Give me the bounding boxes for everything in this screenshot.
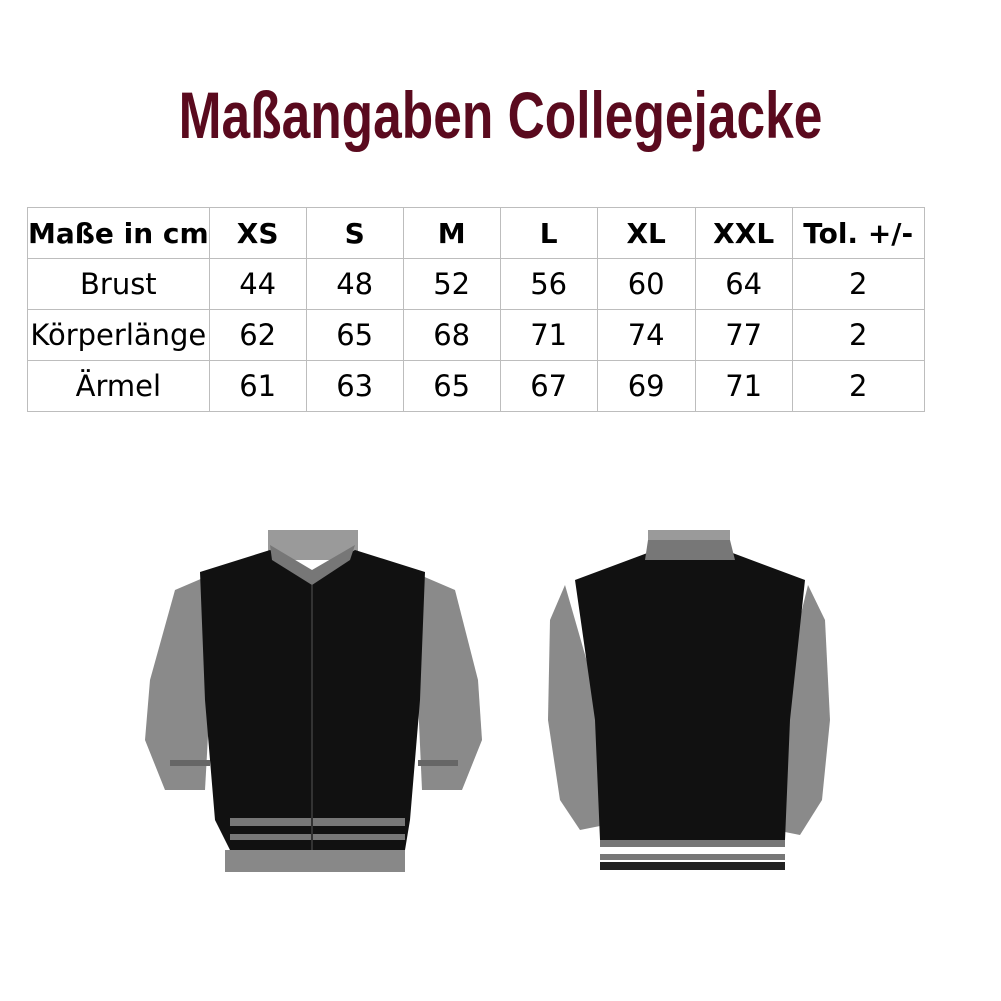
table-cell: 71 (499, 309, 598, 361)
jacket-photos (145, 530, 830, 872)
table-cell: 64 (694, 258, 793, 310)
table-cell: 56 (499, 258, 598, 310)
header-cell: XL (596, 207, 696, 259)
table-cell: 2 (791, 258, 925, 310)
row-label: Körperlänge (27, 309, 210, 361)
table-cell: 71 (694, 360, 793, 412)
table-cell: 44 (208, 258, 307, 310)
table-row: Ärmel 61 63 65 67 69 71 2 (27, 360, 925, 412)
table-cell: 52 (402, 258, 501, 310)
table-row: Brust 44 48 52 56 60 64 2 (27, 258, 925, 310)
jacket-front-image (145, 530, 482, 872)
page-title: Maßangaben Collegejacke (178, 78, 823, 152)
table-cell: 48 (305, 258, 404, 310)
table-cell: 69 (596, 360, 696, 412)
header-cell: M (402, 207, 501, 259)
table-header-row: Maße in cm XS S M L XL XXL Tol. +/- (27, 207, 925, 259)
header-cell: L (499, 207, 598, 259)
header-cell: S (305, 207, 404, 259)
row-label: Ärmel (27, 360, 210, 412)
header-cell: Maße in cm (27, 207, 210, 259)
table-cell: 62 (208, 309, 307, 361)
table-cell: 67 (499, 360, 598, 412)
table-cell: 2 (791, 309, 925, 361)
header-cell: XS (208, 207, 307, 259)
table-cell: 77 (694, 309, 793, 361)
jacket-back-image (548, 530, 830, 870)
row-label: Brust (27, 258, 210, 310)
table-cell: 2 (791, 360, 925, 412)
table-row: Körperlänge 62 65 68 71 74 77 2 (27, 309, 925, 361)
header-cell: XXL (694, 207, 793, 259)
table-cell: 60 (596, 258, 696, 310)
table-cell: 68 (402, 309, 501, 361)
size-table: Maße in cm XS S M L XL XXL Tol. +/- Brus… (27, 207, 925, 412)
header-cell: Tol. +/- (791, 207, 925, 259)
table-cell: 61 (208, 360, 307, 412)
table-cell: 65 (305, 309, 404, 361)
table-cell: 63 (305, 360, 404, 412)
table-cell: 65 (402, 360, 501, 412)
table-cell: 74 (596, 309, 696, 361)
